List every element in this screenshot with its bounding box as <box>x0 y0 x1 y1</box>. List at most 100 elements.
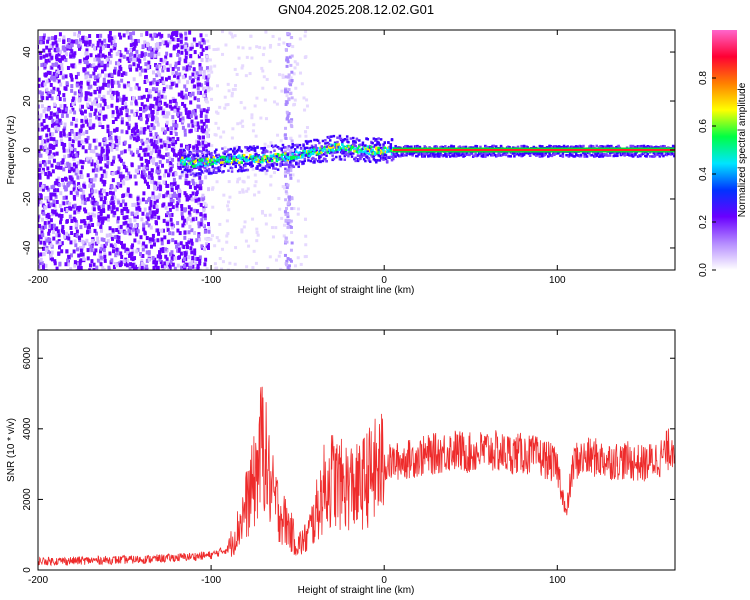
heatmap-cell <box>169 161 173 166</box>
heatmap-cell <box>332 157 336 161</box>
heatmap-cell <box>163 65 167 70</box>
heatmap-cell <box>173 119 177 124</box>
heatmap-cell <box>177 52 181 57</box>
heatmap-cell <box>71 96 75 101</box>
heatmap-cell <box>41 96 45 101</box>
heatmap-cell <box>237 56 241 60</box>
heatmap-cell <box>268 45 272 49</box>
heatmap-cell <box>125 247 129 252</box>
heatmap-cell <box>86 64 90 69</box>
heatmap-cell <box>187 155 190 158</box>
heatmap-cell <box>123 164 127 169</box>
heatmap-cell <box>65 207 69 212</box>
heatmap-cell <box>141 141 145 146</box>
heatmap-cell <box>200 125 204 130</box>
heatmap-cell <box>184 252 188 257</box>
heatmap-cell <box>174 153 178 158</box>
heatmap-cell <box>51 169 55 174</box>
heatmap-cell <box>289 165 293 169</box>
heatmap-cell <box>117 200 121 205</box>
heatmap-cell <box>290 207 294 211</box>
heatmap-cell <box>152 145 156 150</box>
heatmap-cell <box>177 157 181 162</box>
heatmap-cell <box>43 162 47 167</box>
heatmap-cell <box>99 212 103 217</box>
heatmap-cell <box>157 92 161 97</box>
heatmap-cell <box>122 71 126 76</box>
heatmap-cell <box>130 211 134 216</box>
heatmap-cell <box>195 184 199 189</box>
heatmap-cell <box>447 153 451 157</box>
heatmap-cell <box>200 244 204 249</box>
heatmap-cell <box>111 90 115 95</box>
heatmap-cell <box>244 164 247 168</box>
heatmap-cell <box>161 110 165 115</box>
heatmap-cell <box>249 34 253 38</box>
heatmap-cell <box>149 53 153 58</box>
heatmap-cell <box>198 237 202 242</box>
heatmap-cell <box>195 139 199 144</box>
heatmap-cell <box>245 55 249 59</box>
heatmap-cell <box>193 121 197 126</box>
heatmap-cell <box>150 36 154 41</box>
heatmap-cell <box>195 127 199 132</box>
heatmap-cell <box>532 145 536 149</box>
heatmap-cell <box>116 216 120 221</box>
heatmap-cell <box>110 161 114 166</box>
heatmap-cell <box>324 151 327 154</box>
heatmap-cell <box>178 193 182 198</box>
heatmap-cell <box>73 183 77 188</box>
heatmap-cell <box>98 89 102 94</box>
heatmap-cell <box>262 148 265 152</box>
heatmap-cell <box>268 161 272 165</box>
heatmap-cell <box>293 264 297 268</box>
heatmap-cell <box>67 255 71 260</box>
heatmap-cell <box>286 153 290 156</box>
heatmap-cell <box>250 161 253 164</box>
heatmap-cell <box>59 82 63 87</box>
heatmap-cell <box>47 160 51 165</box>
heatmap-cell <box>275 163 279 166</box>
heatmap-cell <box>206 89 210 93</box>
heatmap-cell <box>227 169 230 172</box>
heatmap-cell <box>321 159 325 163</box>
heatmap-cell <box>373 159 377 162</box>
heatmap-cell <box>66 44 70 49</box>
heatmap-cell <box>224 160 228 164</box>
heatmap-cell <box>68 38 72 43</box>
heatmap-cell <box>194 198 198 203</box>
heatmap-cell <box>49 253 53 258</box>
heatmap-cell <box>124 96 128 101</box>
heatmap-cell <box>115 185 119 190</box>
heatmap-cell <box>239 121 243 125</box>
heatmap-cell <box>113 45 117 50</box>
heatmap-cell <box>111 159 115 164</box>
heatmap-cell <box>127 228 131 233</box>
heatmap-cell <box>47 204 51 209</box>
heatmap-cell <box>115 52 119 57</box>
heatmap-cell <box>42 160 46 165</box>
heatmap-cell <box>158 72 162 77</box>
heatmap-cell <box>95 265 99 270</box>
heatmap-cell <box>242 169 246 172</box>
heatmap-cell <box>163 265 167 270</box>
heatmap-cell <box>66 148 70 153</box>
heatmap-cell <box>285 186 289 190</box>
heatmap-cell <box>202 86 206 91</box>
heatmap-cell <box>199 113 203 118</box>
heatmap-cell <box>601 145 605 148</box>
heatmap-cell <box>52 199 56 204</box>
heatmap-cell <box>129 87 133 92</box>
heatmap-cell <box>145 162 149 167</box>
heatmap-cell <box>104 170 108 175</box>
heatmap-cell <box>303 130 307 134</box>
heatmap-cell <box>120 150 124 155</box>
heatmap-cell <box>160 76 164 81</box>
heatmap-cell <box>156 107 160 112</box>
heatmap-cell <box>264 172 268 176</box>
heatmap-cell <box>178 72 182 77</box>
heatmap-cell <box>138 198 142 203</box>
heatmap-cell <box>298 134 302 138</box>
heatmap-cell <box>101 204 105 209</box>
